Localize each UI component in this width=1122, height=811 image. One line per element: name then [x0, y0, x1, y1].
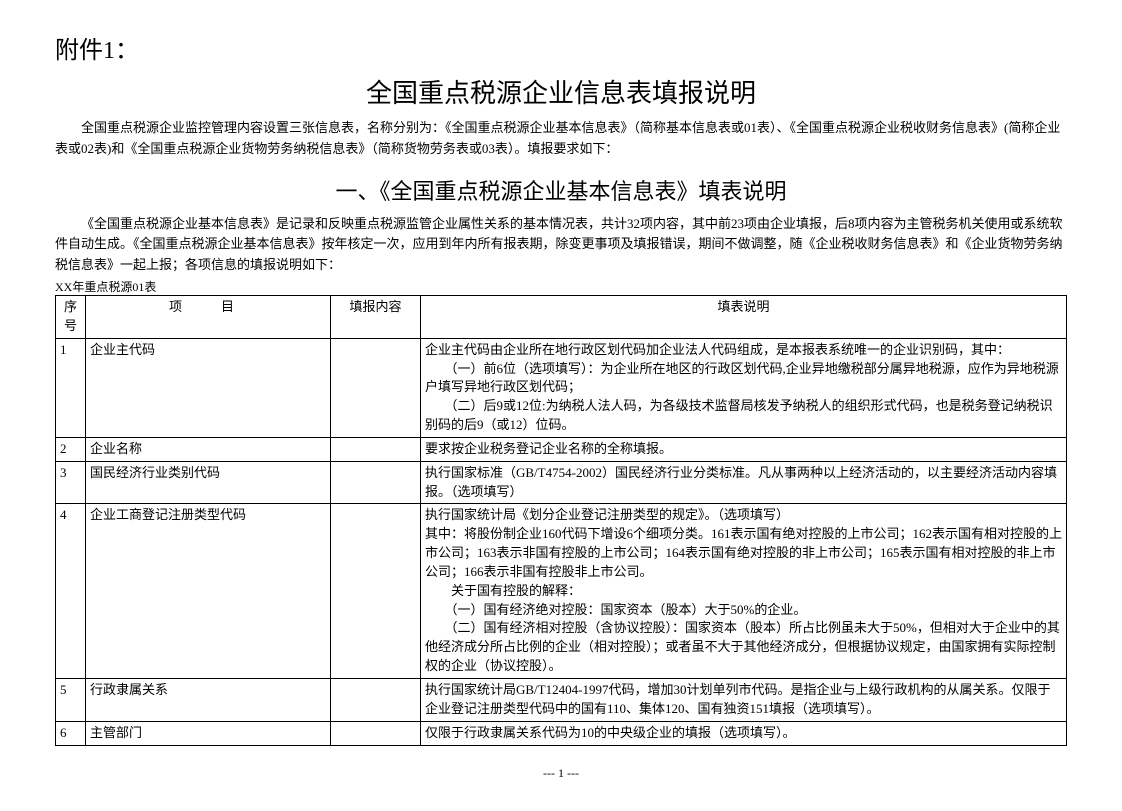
cell-seq: 6: [56, 721, 86, 745]
cell-item: 企业名称: [86, 437, 331, 461]
cell-item: 企业主代码: [86, 338, 331, 437]
cell-item: 行政隶属关系: [86, 679, 331, 722]
cell-seq: 3: [56, 461, 86, 504]
table-row: 6主管部门 仅限于行政隶属关系代码为10的中央级企业的填报（选项填写）。: [56, 721, 1067, 745]
cell-content: [331, 721, 421, 745]
table-label: XX年重点税源01表: [55, 278, 1067, 295]
table-row: 2企业名称 要求按企业税务登记企业名称的全称填报。: [56, 437, 1067, 461]
cell-desc: 执行国家标准（GB/T4754-2002）国民经济行业分类标准。凡从事两种以上经…: [421, 461, 1067, 504]
cell-content: [331, 461, 421, 504]
col-header-content: 填报内容: [331, 295, 421, 338]
table-row: 4企业工商登记注册类型代码执行国家统计局《划分企业登记注册类型的规定》。（选项填…: [56, 504, 1067, 679]
cell-desc: 企业主代码由企业所在地行政区划代码加企业法人代码组成，是本报表系统唯一的企业识别…: [421, 338, 1067, 437]
section-paragraph: 《全国重点税源企业基本信息表》是记录和反映重点税源监管企业属性关系的基本情况表，…: [55, 214, 1067, 276]
cell-content: [331, 437, 421, 461]
cell-desc: 要求按企业税务登记企业名称的全称填报。: [421, 437, 1067, 461]
section-title: 一、《全国重点税源企业基本信息表》填表说明: [55, 174, 1067, 206]
cell-seq: 5: [56, 679, 86, 722]
cell-content: [331, 504, 421, 679]
table-header-row: 序号 项 目 填报内容 填表说明: [56, 295, 1067, 338]
col-header-item: 项 目: [86, 295, 331, 338]
main-table: 序号 项 目 填报内容 填表说明 1企业主代码企业主代码由企业所在地行政区划代码…: [55, 295, 1067, 746]
cell-item: 主管部门: [86, 721, 331, 745]
table-row: 3国民经济行业类别代码 执行国家标准（GB/T4754-2002）国民经济行业分类…: [56, 461, 1067, 504]
cell-content: [331, 338, 421, 437]
table-row: 5行政隶属关系 执行国家统计局GB/T12404-1997代码，增加30计划单列市…: [56, 679, 1067, 722]
cell-desc: 执行国家统计局GB/T12404-1997代码，增加30计划单列市代码。是指企业…: [421, 679, 1067, 722]
page-number: --- 1 ---: [55, 766, 1067, 781]
table-row: 1企业主代码企业主代码由企业所在地行政区划代码加企业法人代码组成，是本报表系统唯…: [56, 338, 1067, 437]
cell-desc: 仅限于行政隶属关系代码为10的中央级企业的填报（选项填写）。: [421, 721, 1067, 745]
cell-item: 企业工商登记注册类型代码: [86, 504, 331, 679]
col-header-desc: 填表说明: [421, 295, 1067, 338]
intro-paragraph: 全国重点税源企业监控管理内容设置三张信息表，名称分别为：《全国重点税源企业基本信…: [55, 118, 1067, 160]
cell-item: 国民经济行业类别代码: [86, 461, 331, 504]
cell-desc: 执行国家统计局《划分企业登记注册类型的规定》。（选项填写）其中：将股份制企业16…: [421, 504, 1067, 679]
cell-seq: 4: [56, 504, 86, 679]
attachment-label: 附件1：: [55, 30, 1067, 65]
col-header-seq: 序号: [56, 295, 86, 338]
cell-seq: 2: [56, 437, 86, 461]
cell-content: [331, 679, 421, 722]
cell-seq: 1: [56, 338, 86, 437]
main-title: 全国重点税源企业信息表填报说明: [55, 73, 1067, 110]
